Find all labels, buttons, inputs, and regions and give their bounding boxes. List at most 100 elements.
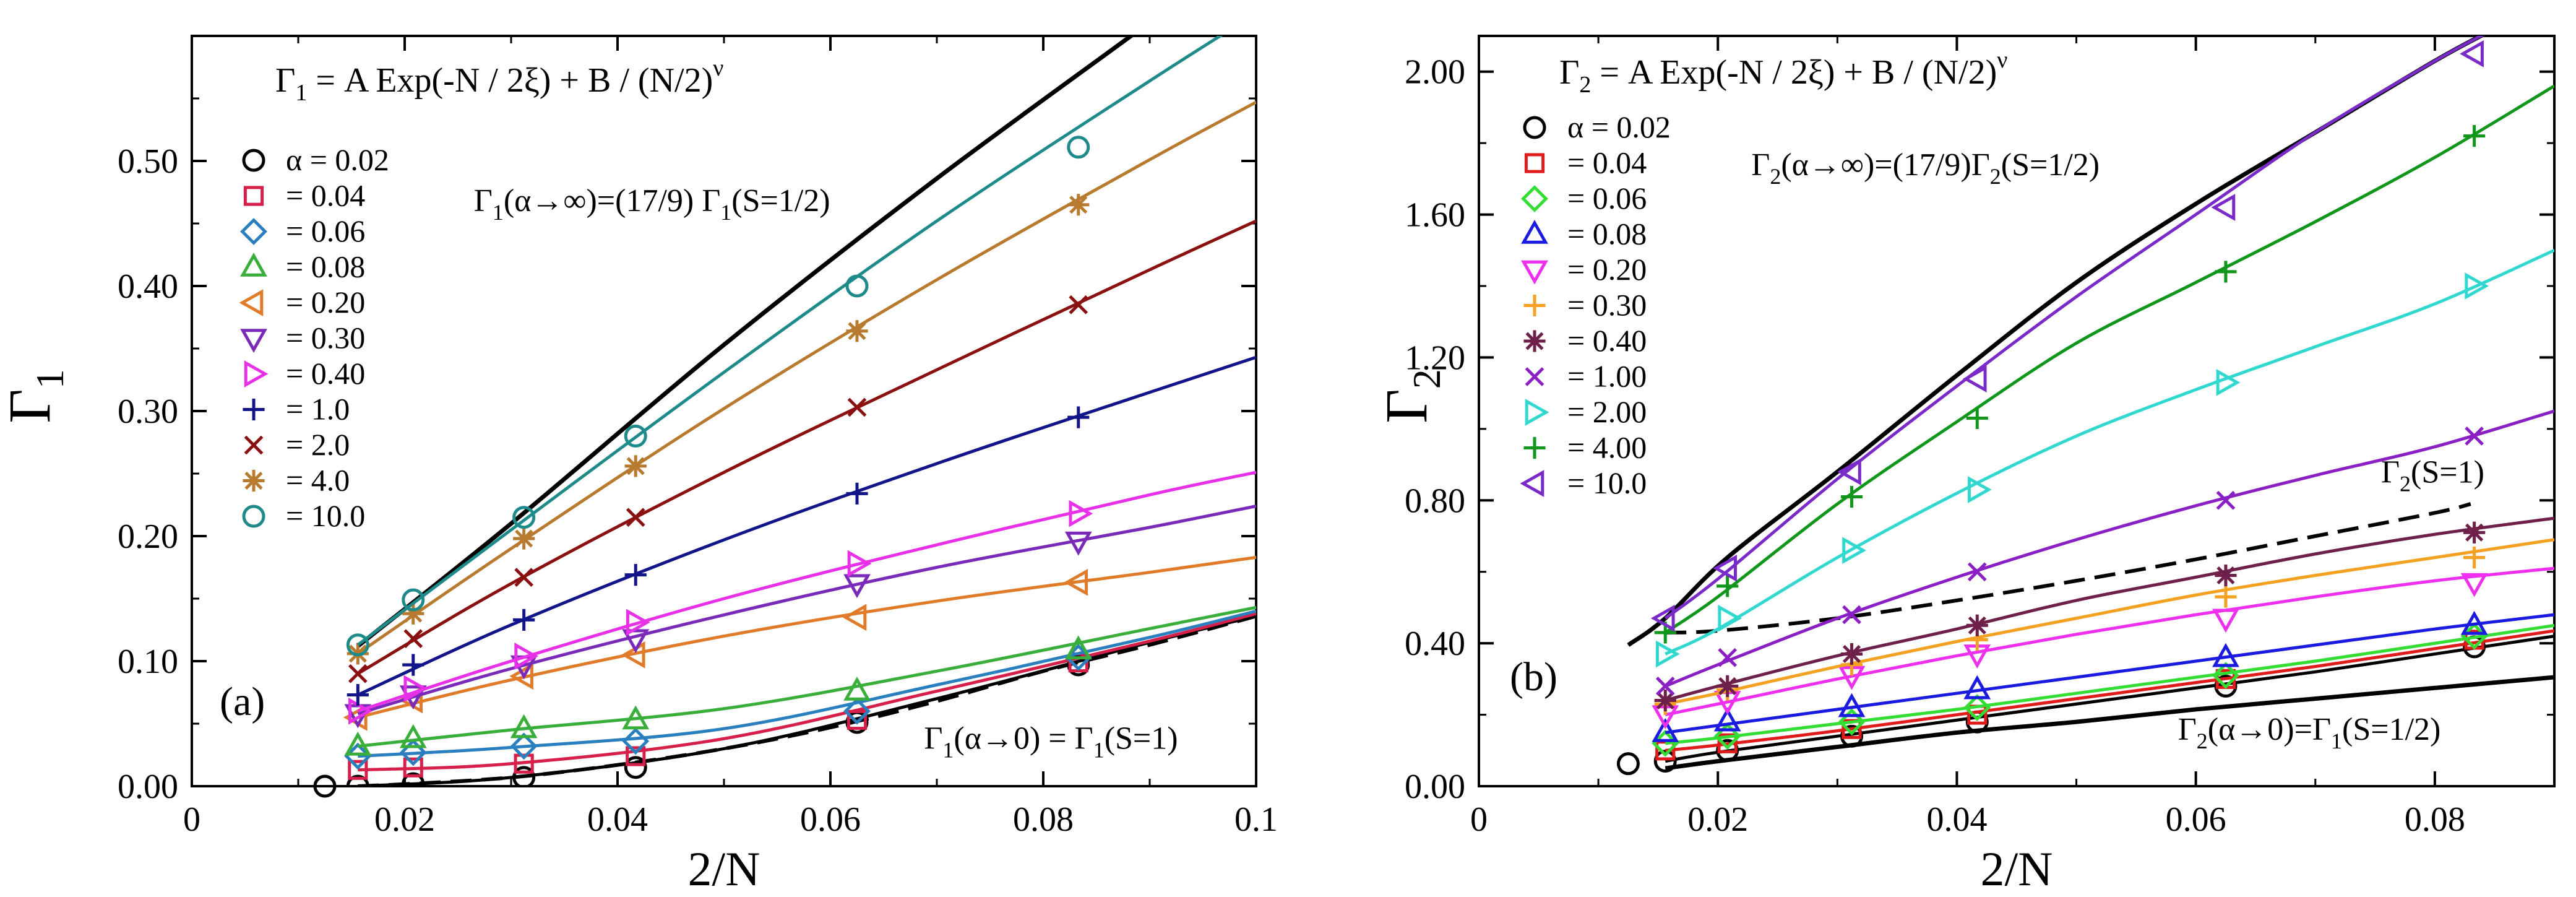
legend-marker (1524, 153, 1545, 173)
data-point (1713, 555, 1737, 582)
data-point (1616, 752, 1640, 776)
reference-line (1627, 36, 2486, 647)
data-point (1842, 605, 1861, 625)
data-point (1838, 708, 1866, 736)
legend: α = 0.02= 0.04= 0.06= 0.08= 0.20= 0.30= … (239, 142, 389, 533)
panel-a: 0 0.02 0.04 0.06 0.08 0.1 0.00 0.10 0.20 0.30 0.40… (0, 35, 1278, 896)
plot-area (343, 36, 1256, 786)
data-point (510, 714, 538, 739)
data-point (1653, 750, 1677, 773)
legend-marker (240, 329, 267, 353)
data-point (846, 709, 868, 730)
legend-label: = 1.0 (286, 392, 350, 427)
plot-area (1627, 36, 2554, 773)
x-tick-label: 0 (183, 800, 200, 839)
data-point (2460, 610, 2488, 635)
data-point (2211, 194, 2236, 221)
data-point (1064, 531, 1092, 556)
legend-label: = 1.00 (1567, 359, 1647, 394)
legend: α = 0.02= 0.04= 0.06= 0.08= 0.20= 0.30= … (1520, 110, 1671, 500)
data-point (348, 760, 368, 780)
fit-line (1665, 516, 2554, 702)
data-point (399, 724, 427, 748)
data-point (622, 727, 650, 755)
legend-marker (243, 469, 265, 492)
data-point (2463, 547, 2486, 569)
data-point (2465, 272, 2489, 300)
data-point (2465, 427, 2484, 446)
data-point (2212, 609, 2239, 633)
fit-line (1665, 613, 2554, 734)
data-point (1652, 717, 1679, 742)
data-point (624, 756, 647, 779)
annotation: Γ1(α→0) = Γ1(S=1) (924, 721, 1178, 762)
chart-title: Γ1 = A Exp(-N / 2ξ) + B / (N/2)ν (275, 55, 723, 106)
data-point (1967, 562, 1987, 582)
legend-marker (244, 435, 264, 455)
fit-line (357, 355, 1256, 696)
data-point (1713, 722, 1741, 750)
legend-label: = 0.04 (1567, 145, 1647, 180)
data-point (346, 633, 369, 657)
chart-title: Γ2 = A Exp(-N / 2ξ) + B / (N/2)ν (1559, 47, 2007, 98)
data-point (1963, 675, 1991, 700)
data-point (842, 604, 867, 631)
data-point (2212, 662, 2239, 690)
x-axis-label: 2/N (688, 842, 760, 896)
data-point (843, 574, 871, 599)
legend-label: = 10.0 (1567, 466, 1647, 500)
y-tick-label: 0.20 (118, 518, 178, 556)
data-point (402, 588, 425, 612)
data-point (1717, 575, 1739, 597)
legend-marker (242, 505, 265, 528)
data-point (2460, 40, 2484, 67)
data-point (513, 527, 535, 550)
fit-line (1665, 249, 2554, 656)
data-point (514, 753, 534, 774)
fit-line (357, 470, 1256, 713)
data-point (1067, 136, 1090, 159)
data-point (347, 683, 369, 706)
data-point (513, 609, 535, 631)
data-point (1069, 500, 1093, 527)
legend-marker (243, 398, 265, 421)
data-point (2463, 125, 2486, 147)
annotation: Γ2(S=1) (2381, 454, 2484, 496)
reference-line (358, 614, 1256, 786)
data-point (846, 320, 868, 342)
fit-line (357, 505, 1256, 716)
x-tick-label: 0.02 (1687, 800, 1748, 839)
y-tick-label: 0.00 (1405, 768, 1465, 806)
x-tick-label: 0.08 (2405, 800, 2465, 839)
data-point (1718, 648, 1738, 667)
y-tick-label: 0.50 (118, 142, 178, 181)
data-point (1067, 194, 1090, 216)
data-point (1840, 643, 1863, 665)
legend-label: = 0.20 (286, 285, 365, 319)
reference-line (1665, 502, 2471, 635)
data-point (1655, 677, 1675, 696)
data-point (1966, 614, 1988, 636)
reference-line (1665, 675, 2554, 771)
legend-marker (1521, 185, 1548, 212)
data-point (1838, 693, 1866, 717)
y-tick-label: 0.40 (1405, 625, 1465, 663)
data-point (624, 424, 647, 448)
legend-label: = 0.06 (1567, 181, 1647, 215)
legend-label: = 0.08 (286, 249, 365, 284)
data-point (512, 506, 536, 529)
data-point (402, 772, 425, 786)
x-tick-label: 0.02 (374, 800, 435, 839)
data-point (313, 774, 337, 798)
data-point (399, 739, 427, 766)
data-point (624, 455, 647, 477)
data-point (624, 564, 647, 586)
panel-b: 0 0.02 0.04 0.06 0.08 0.00 0.40 0.80 1.20 1.60 2.0… (1373, 35, 2556, 896)
x-tick-label: 0.04 (1926, 800, 1987, 839)
fit-line (358, 609, 1256, 758)
fit-line (1665, 538, 2554, 706)
fit-line (357, 555, 1256, 719)
legend-marker (1525, 399, 1549, 426)
data-point (2216, 368, 2241, 396)
